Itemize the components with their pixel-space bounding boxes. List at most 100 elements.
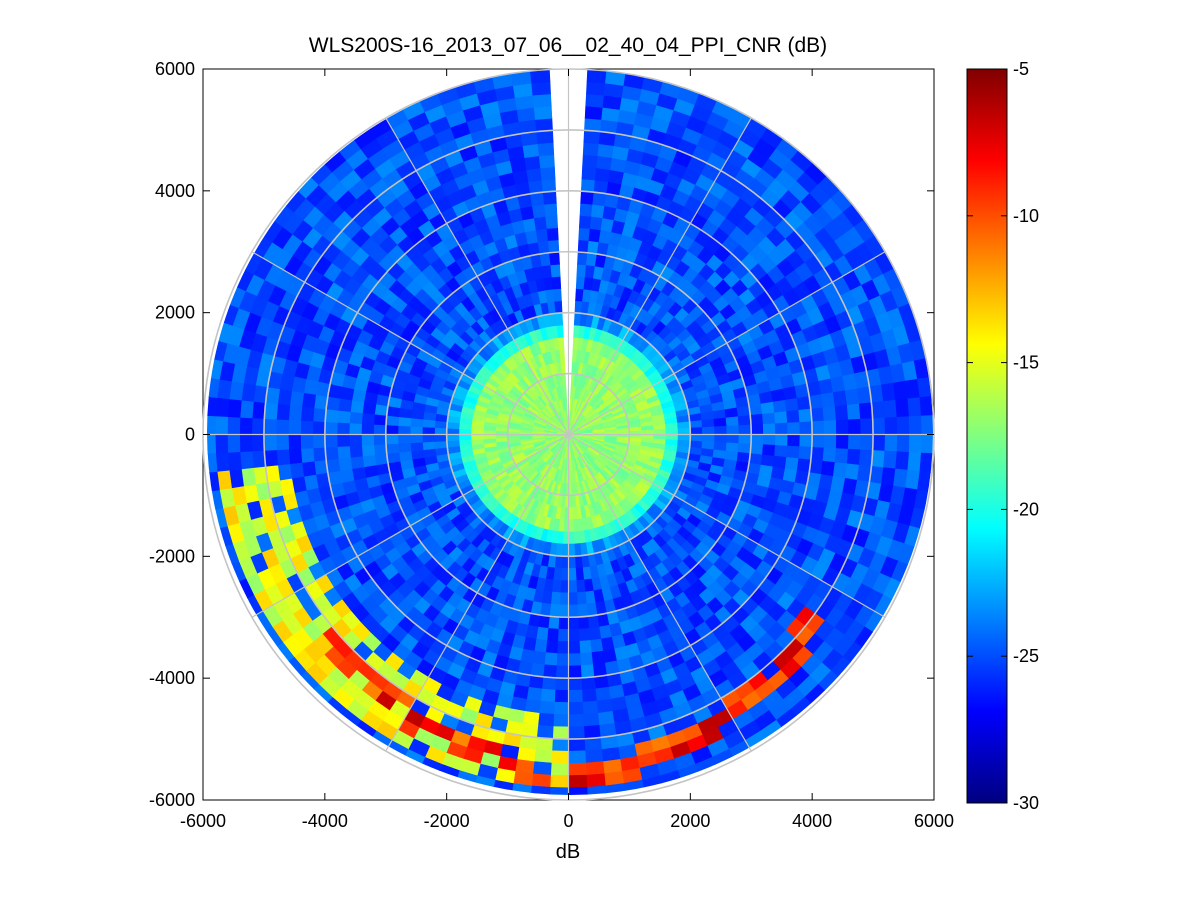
data-cell	[568, 774, 588, 789]
data-cell	[844, 388, 860, 406]
data-cell	[589, 638, 604, 653]
data-cell	[324, 434, 338, 448]
data-cell	[786, 409, 801, 424]
data-cell	[585, 602, 598, 617]
data-cell	[350, 455, 365, 470]
data-cell	[596, 698, 613, 714]
data-cell	[214, 415, 229, 435]
data-cell	[568, 604, 579, 618]
data-cell	[823, 434, 837, 449]
data-cell	[896, 416, 910, 435]
data-cell	[560, 567, 569, 582]
data-cell	[860, 418, 874, 435]
data-cell	[421, 434, 436, 443]
data-cell	[701, 434, 716, 443]
data-cell	[574, 555, 583, 569]
data-cell	[446, 439, 460, 448]
y-tick-label: 0	[185, 425, 195, 445]
data-cell	[526, 686, 543, 702]
data-cell	[312, 434, 326, 449]
data-cell	[549, 786, 569, 795]
data-cell	[385, 443, 400, 454]
data-cell	[597, 143, 615, 159]
data-cell	[572, 518, 580, 533]
data-cell	[531, 81, 551, 96]
data-cell	[749, 443, 764, 456]
data-cell	[554, 689, 569, 703]
data-cell	[586, 773, 606, 788]
data-cell	[421, 426, 436, 435]
x-tick-label: 6000	[914, 811, 954, 831]
data-cell	[374, 453, 389, 466]
data-cell	[533, 638, 548, 653]
data-cell	[584, 737, 602, 752]
data-cell	[774, 422, 789, 435]
data-cell	[583, 578, 594, 593]
data-cell	[568, 531, 575, 545]
data-cell	[263, 449, 279, 467]
data-cell	[529, 69, 551, 84]
data-cell	[288, 404, 303, 421]
data-cell	[385, 424, 399, 435]
data-cell	[597, 710, 615, 726]
data-cell	[907, 452, 922, 472]
x-axis-label: dB	[556, 841, 580, 863]
data-cell	[215, 397, 230, 417]
data-cell	[591, 650, 606, 666]
data-cell	[524, 698, 541, 714]
data-cell	[725, 442, 740, 453]
data-cell	[784, 457, 800, 472]
data-cell	[701, 426, 716, 435]
data-cell	[541, 178, 557, 193]
data-cell	[573, 543, 582, 557]
data-cell	[537, 240, 550, 255]
data-cell	[884, 434, 898, 453]
data-cell	[251, 434, 265, 452]
data-cell	[908, 434, 923, 454]
data-cell	[582, 154, 599, 169]
data-cell	[524, 155, 541, 171]
data-cell	[577, 239, 590, 254]
data-cell	[337, 397, 353, 412]
data-cell	[758, 391, 774, 405]
data-cell	[568, 786, 588, 795]
data-cell	[227, 398, 242, 418]
data-cell	[542, 664, 557, 679]
data-cell	[832, 390, 848, 407]
data-cell	[689, 420, 703, 429]
y-tick-label: -4000	[149, 668, 195, 688]
data-cell	[547, 615, 560, 630]
data-cell	[301, 460, 317, 477]
data-cell	[535, 228, 549, 243]
data-cell	[762, 444, 776, 457]
data-cell	[585, 761, 605, 776]
data-cell	[554, 300, 563, 314]
data-cell	[884, 416, 898, 435]
data-cell	[522, 217, 537, 233]
data-cell	[577, 251, 588, 266]
data-cell	[540, 166, 556, 181]
data-cell	[397, 442, 412, 453]
x-tick-label: 4000	[792, 811, 832, 831]
data-cell	[545, 215, 559, 229]
data-cell	[568, 665, 582, 679]
data-cell	[858, 449, 874, 467]
data-cell	[677, 421, 691, 430]
data-cell	[584, 117, 602, 132]
data-cell	[665, 434, 679, 441]
data-cell	[738, 434, 752, 445]
data-cell	[300, 447, 315, 463]
data-cell	[573, 531, 581, 545]
data-cell	[762, 434, 776, 446]
data-cell	[373, 434, 387, 446]
data-cell	[858, 402, 874, 420]
data-cell	[762, 423, 776, 435]
data-cell	[214, 434, 229, 454]
data-cell	[600, 636, 615, 652]
data-cell	[665, 422, 679, 430]
data-cell	[300, 406, 315, 422]
data-cell	[470, 434, 484, 440]
data-cell	[482, 434, 496, 440]
data-cell	[584, 105, 604, 120]
